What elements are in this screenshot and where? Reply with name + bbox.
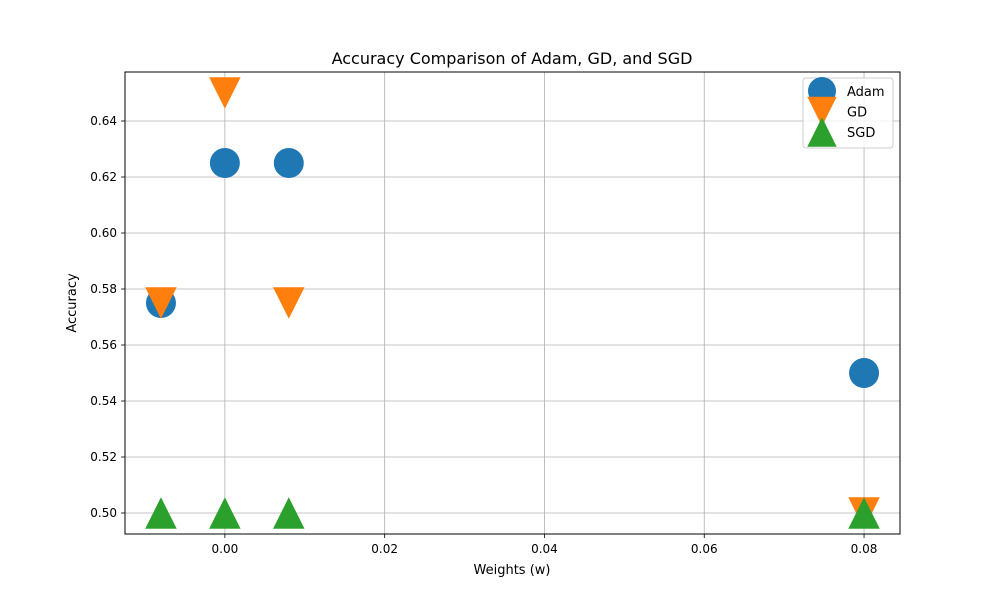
data-point-sgd bbox=[273, 497, 305, 529]
data-point-adam bbox=[273, 148, 304, 178]
data-point-adam bbox=[849, 358, 880, 388]
axis-ticks: 0.00 0.02 0.04 0.06 0.08 0.50 0.52 0.54 0.56 0.58… bbox=[90, 114, 877, 556]
y-tick-label: 0.60 bbox=[90, 226, 117, 240]
y-tick-label: 0.54 bbox=[90, 394, 117, 408]
legend: Adam GD SGD bbox=[802, 77, 894, 149]
y-axis-label: Accuracy bbox=[65, 273, 80, 333]
x-tick-label: 0.02 bbox=[371, 542, 398, 556]
legend-marker-sgd bbox=[807, 117, 837, 147]
y-tick-label: 0.56 bbox=[90, 338, 117, 352]
chart-title: Accuracy Comparison of Adam, GD, and SGD bbox=[332, 49, 693, 68]
data-point-gd bbox=[209, 77, 241, 109]
y-tick-label: 0.58 bbox=[90, 282, 117, 296]
data-marks bbox=[145, 77, 880, 529]
legend-marker-gd bbox=[807, 96, 837, 127]
x-tick-label: 0.06 bbox=[691, 542, 718, 556]
plot-area-frame bbox=[124, 71, 901, 535]
x-tick-label: 0.08 bbox=[851, 542, 878, 556]
y-tick-label: 0.64 bbox=[90, 114, 117, 128]
grid bbox=[125, 72, 900, 534]
data-point-sgd bbox=[145, 497, 177, 529]
x-axis-label: Weights (w) bbox=[474, 563, 551, 578]
data-point-sgd bbox=[848, 497, 880, 529]
legend-label-adam: Adam bbox=[847, 85, 885, 100]
data-point-gd bbox=[273, 287, 305, 319]
y-tick-label: 0.62 bbox=[90, 170, 117, 184]
data-point-adam bbox=[209, 148, 240, 178]
legend-label-gd: GD bbox=[847, 106, 867, 121]
legend-label-sgd: SGD bbox=[847, 126, 875, 141]
x-tick-label: 0.04 bbox=[531, 542, 558, 556]
x-tick-label: 0.00 bbox=[212, 542, 239, 556]
y-tick-label: 0.50 bbox=[90, 506, 117, 520]
data-point-sgd bbox=[209, 497, 241, 529]
y-tick-label: 0.52 bbox=[90, 450, 117, 464]
data-point-gd bbox=[145, 287, 177, 319]
